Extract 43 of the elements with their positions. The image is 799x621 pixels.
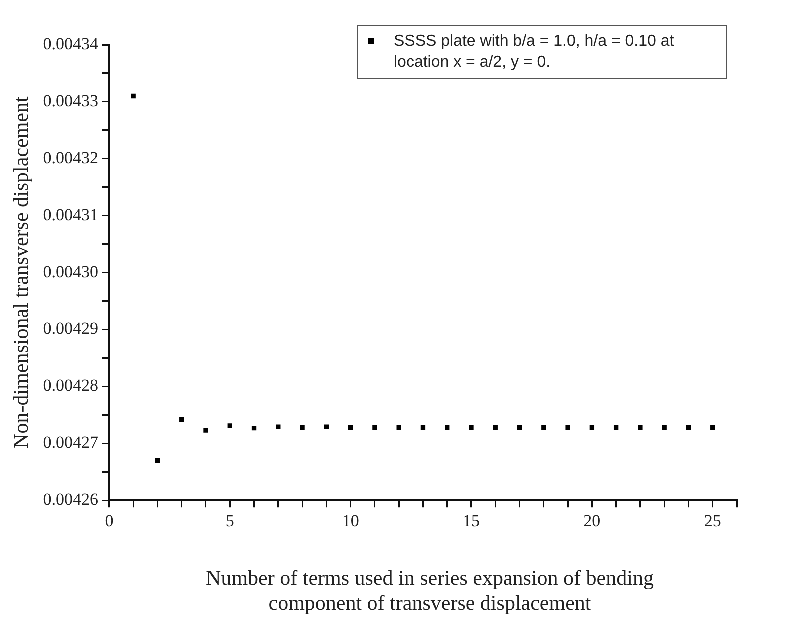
point: [590, 425, 595, 430]
y-tick-label: 0.00433: [43, 91, 98, 110]
point: [204, 428, 208, 433]
legend-label: SSSS plate with b/a = 1.0, h/a = 0.10 at location x = a/2, y = 0.: [394, 32, 676, 73]
point: [662, 425, 667, 430]
x-tick-label: 10: [342, 511, 360, 530]
x-axis-title: Number of terms used in series expansion of bending component of transverse displacement: [205, 566, 655, 616]
y-axis-title: Non-dimensional transverse displacement: [9, 96, 34, 449]
y-tick-label: 0.00434: [43, 34, 99, 54]
x-tick-label: 20: [584, 511, 601, 530]
point: [420, 425, 426, 430]
y-tick-label: 0.00429: [43, 319, 98, 338]
point: [228, 424, 232, 428]
y-tick-label: 0.00426: [43, 490, 98, 510]
point: [131, 94, 136, 99]
point: [252, 426, 257, 431]
point: [300, 425, 305, 430]
point: [396, 425, 402, 430]
point: [372, 425, 378, 430]
point: [469, 425, 474, 430]
point: [614, 425, 619, 430]
point: [180, 417, 184, 422]
point: [686, 425, 692, 430]
point: [517, 425, 522, 430]
point: [324, 424, 330, 430]
point: [638, 425, 643, 430]
point: [155, 458, 160, 464]
y-tick-label: 0.00427: [43, 433, 99, 452]
point: [710, 425, 716, 430]
x-tick-label: 0: [105, 511, 114, 530]
point: [276, 424, 281, 430]
y-tick-label: 0.00428: [43, 376, 98, 396]
x-tick-label: 15: [463, 511, 480, 530]
point: [566, 425, 570, 430]
y-tick-label: 0.00432: [43, 148, 98, 168]
point: [493, 425, 498, 430]
x-tick-label: 25: [704, 511, 722, 530]
point: [445, 425, 450, 430]
x-tick-label: 5: [226, 511, 234, 530]
point: [348, 425, 354, 430]
y-tick-label: 0.00431: [43, 205, 98, 224]
point: [542, 425, 546, 430]
y-tick-label: 0.00430: [43, 262, 98, 282]
